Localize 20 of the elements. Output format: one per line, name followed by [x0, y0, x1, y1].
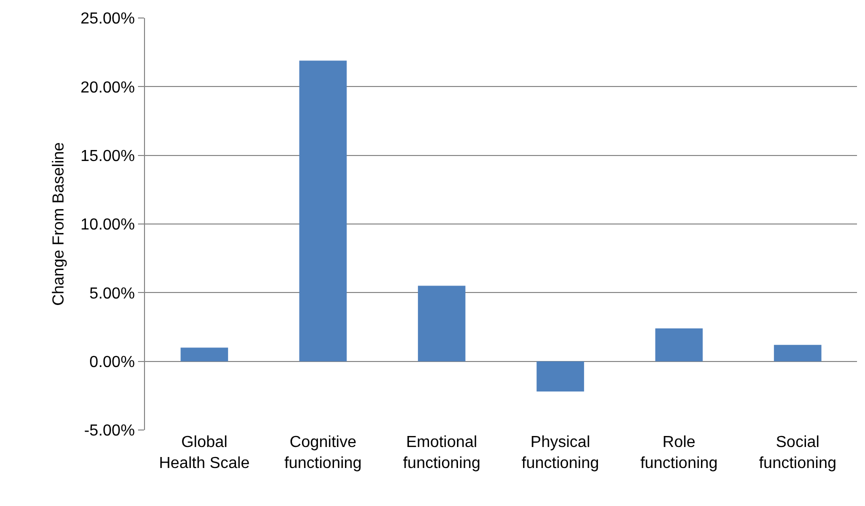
- y-axis-title: Change From Baseline: [50, 142, 68, 306]
- bar: [536, 361, 584, 392]
- y-tick-label: 10.00%: [80, 216, 135, 234]
- x-tick-label: Global Health Scale: [158, 434, 250, 472]
- x-tick-label: Role functioning: [640, 434, 718, 472]
- bar: [418, 286, 466, 362]
- y-tick-label: 20.00%: [80, 79, 135, 96]
- y-tick-label: -5.00%: [84, 422, 135, 440]
- x-tick-label: Cognitive functioning: [284, 434, 362, 472]
- y-tick-label: 25.00%: [80, 10, 135, 28]
- bar: [180, 348, 228, 362]
- x-tick-label: Emotional functioning: [402, 434, 480, 472]
- y-tick-label: 0.00%: [89, 354, 135, 371]
- y-tick-label: 15.00%: [80, 148, 135, 165]
- y-tick-label: 5.00%: [89, 285, 135, 302]
- bar: [655, 328, 703, 362]
- bar: [774, 344, 822, 362]
- x-tick-label: Social functioning: [758, 434, 836, 472]
- bar: [299, 60, 347, 362]
- x-tick-label: Physical functioning: [522, 434, 600, 472]
